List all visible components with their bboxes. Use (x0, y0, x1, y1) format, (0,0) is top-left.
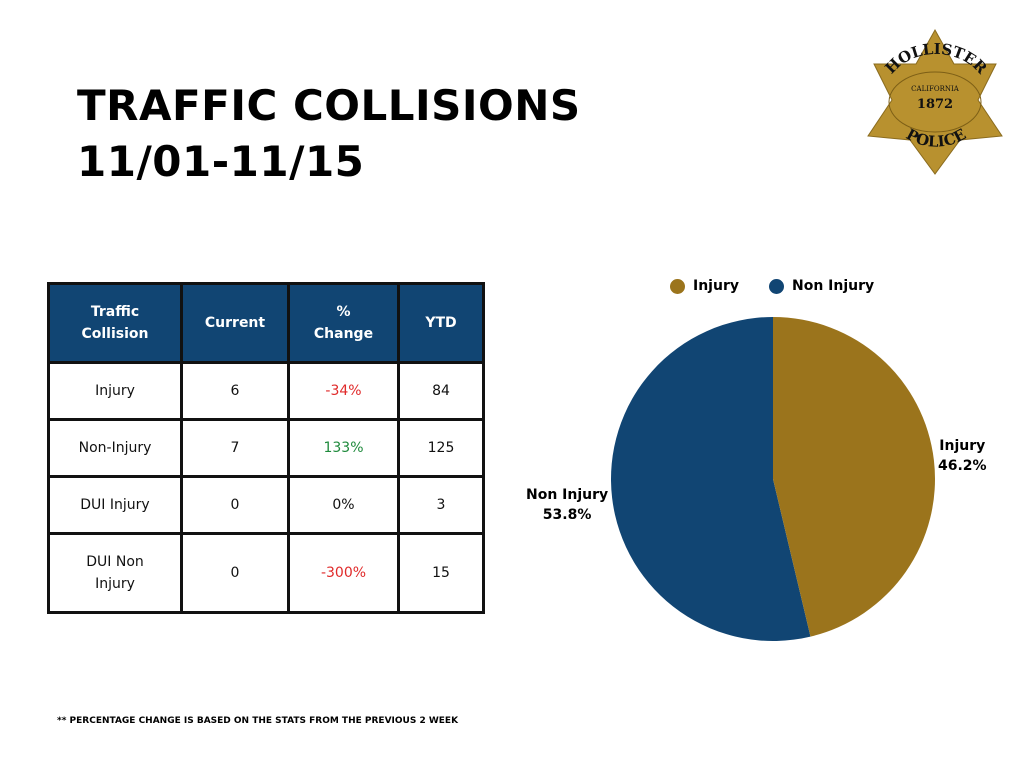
row-current: 0 (180, 475, 290, 535)
row-type: DUI Injury (47, 475, 183, 535)
header-current: Current (180, 282, 290, 364)
table-row: Non-Injury 7 133% 125 (47, 418, 485, 478)
row-current: 6 (180, 361, 290, 421)
row-ytd: 125 (397, 418, 485, 478)
legend-dot-non-injury-icon (768, 278, 784, 294)
logo-sub-text: CALIFORNIA (911, 85, 960, 93)
pie-chart (611, 317, 936, 641)
header-traffic-collision: Traffic Collision (47, 282, 183, 364)
table-row: DUI Non Injury 0 -300% 15 (47, 532, 485, 614)
police-badge-logo: HOLLISTER CALIFORNIA 1872 POLICE (867, 28, 1003, 175)
chart-legend: Injury Non Injury (670, 278, 874, 294)
row-ytd: 84 (397, 361, 485, 421)
title-line-1: TRAFFIC COLLISIONS (77, 81, 581, 130)
collision-stats-table: Traffic Collision Current % Change YTD Inj… (47, 282, 485, 614)
legend-item-non-injury: Non Injury (768, 278, 874, 294)
row-current: 7 (180, 418, 290, 478)
row-current: 0 (180, 532, 290, 614)
star-shape (867, 28, 1003, 175)
pie-slice-injury (773, 317, 936, 637)
footnote: ** PERCENTAGE CHANGE IS BASED ON THE STA… (57, 716, 459, 726)
table-row: DUI Injury 0 0% 3 (47, 475, 485, 535)
table-header-row: Traffic Collision Current % Change YTD (47, 282, 485, 364)
header-ytd: YTD (397, 282, 485, 364)
pie-label-injury: Injury 46.2% (938, 438, 987, 474)
page-title: TRAFFIC COLLISIONS 11/01-11/15 (77, 78, 581, 190)
legend-item-injury: Injury (670, 278, 739, 294)
logo-year: 1872 (917, 97, 953, 112)
title-line-2: 11/01-11/15 (77, 137, 365, 186)
legend-dot-injury-icon (670, 278, 685, 294)
header-pct-change: % Change (287, 282, 400, 364)
row-ytd: 15 (397, 532, 485, 614)
row-change: -34% (287, 361, 400, 421)
pie-label-non-injury: Non Injury 53.8% (526, 487, 609, 523)
row-ytd: 3 (397, 475, 485, 535)
row-type: Injury (47, 361, 183, 421)
row-type: Non-Injury (47, 418, 183, 478)
table-row: Injury 6 -34% 84 (47, 361, 485, 421)
row-change: 133% (287, 418, 400, 478)
row-type: DUI Non Injury (47, 532, 183, 614)
pie-slice-non-injury (611, 317, 811, 641)
row-change: -300% (287, 532, 400, 614)
row-change: 0% (287, 475, 400, 535)
